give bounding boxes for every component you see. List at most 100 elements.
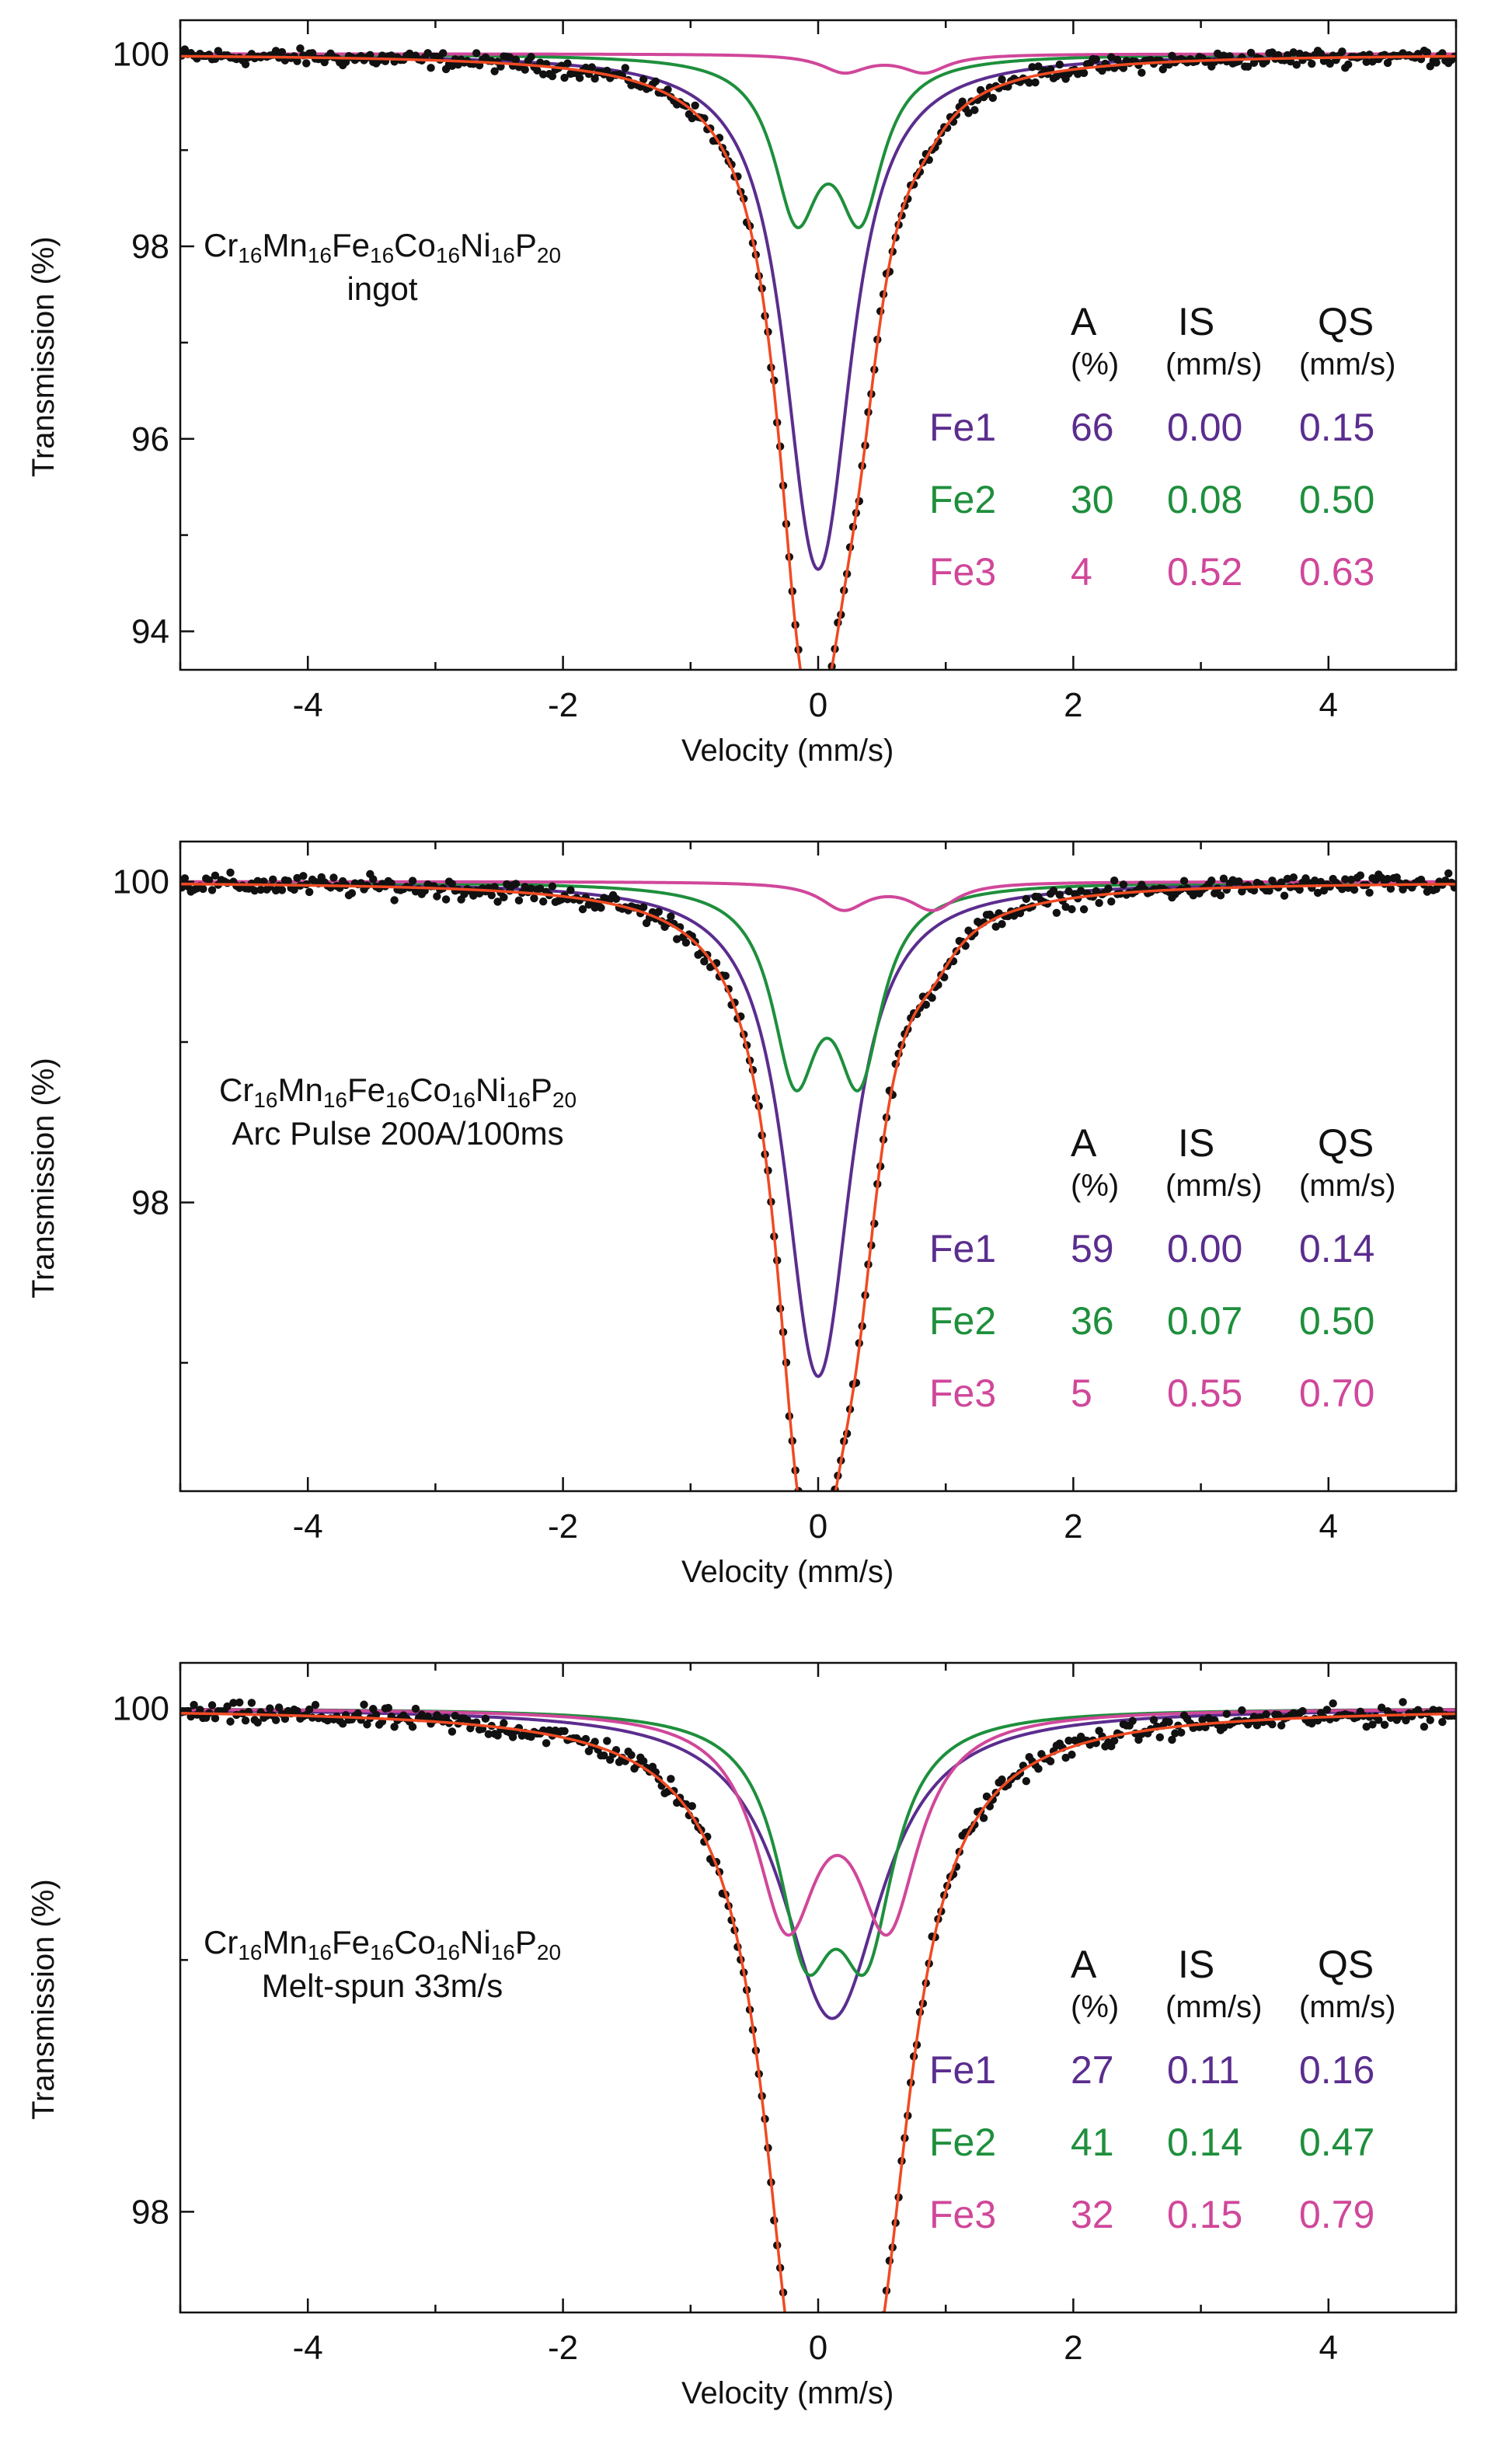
y-tick-label: 98 [131,2193,169,2231]
table-unit-cell: (%) [1071,347,1120,382]
data-point [1219,1723,1228,1732]
x-tick-label: 4 [1319,2329,1338,2367]
data-point [964,109,973,117]
data-point [600,1751,608,1760]
data-point [536,884,545,893]
data-point [277,47,287,57]
data-point [390,1723,399,1731]
data-point [1346,875,1356,884]
data-point [1399,1698,1407,1706]
spectrum-plot-2: -4 -2 0 2 4 98 100 [113,840,1458,1555]
data-point [451,1711,460,1720]
data-point [1168,51,1176,61]
data-point [438,49,448,58]
data-point [1216,891,1225,900]
y-tick-label: 96 [131,420,169,458]
data-point [274,1703,284,1712]
sample-label: Cr16Mn16Fe16Co16Ni16P20 Melt-spun 33m/s [204,1922,561,2007]
data-point [1435,1706,1444,1715]
isomer-shift-value: 0.11 [1167,2048,1240,2092]
data-point [472,49,481,58]
data-point [688,1802,696,1811]
area-value: 30 [1071,478,1114,521]
data-point [1068,1750,1076,1759]
data-point [1213,49,1222,58]
data-point [1383,58,1392,68]
data-point [204,876,214,884]
data-point [1329,1699,1337,1708]
x-tick-label: 0 [809,1507,827,1546]
quadrupole-splitting-value: 0.79 [1299,2193,1375,2236]
data-point [1295,885,1304,894]
table-header-cell: A [1071,1943,1097,1986]
data-point [988,93,998,103]
data-point [1289,873,1298,882]
data-point [514,896,524,905]
data-point [296,44,305,53]
data-point [822,2424,830,2431]
data-point [1171,1729,1179,1737]
data-point [928,994,936,1002]
data-point [387,51,395,60]
quadrupole-splitting-value: 0.50 [1299,1299,1375,1343]
data-point [363,1720,371,1729]
data-point [1179,877,1189,885]
component-name: Fe2 [929,478,997,521]
x-tick-label: 0 [809,2329,827,2367]
quadrupole-splitting-value: 0.15 [1299,406,1375,449]
data-point [691,101,699,110]
area-value: 36 [1071,1299,1114,1343]
data-point [1378,873,1386,882]
fit-curve [180,1712,1456,2312]
data-point [341,58,350,67]
data-point [1092,887,1100,896]
area-value: 59 [1071,1227,1114,1270]
data-point [1079,68,1089,78]
data-point [277,886,287,894]
data-point [1107,897,1116,906]
data-point [1049,886,1058,895]
data-point [305,887,314,897]
data-point [1095,898,1103,908]
data-point [269,875,277,884]
data-point [293,57,301,65]
data-point [548,882,557,890]
data-point [211,1714,220,1723]
table-header-cell: IS [1178,300,1215,343]
data-point [1386,884,1395,893]
sample-condition: Melt-spun 33m/s [261,1967,503,2004]
table-header-cell: IS [1178,1121,1215,1165]
data-point [293,1706,301,1716]
data-point [223,1702,232,1711]
data-point [500,893,508,902]
x-tick-label: -4 [293,2329,323,2367]
data-point [511,880,521,888]
data-point [548,71,557,81]
data-point [1198,1716,1207,1724]
data-point [1207,877,1216,885]
data-point [1034,62,1043,71]
x-tick-label: -4 [293,686,323,724]
table-header-cell: QS [1318,1943,1374,1986]
data-point [803,1547,811,1555]
data-point [354,1709,362,1718]
data-point [266,1704,274,1713]
data-point [827,1516,835,1524]
area-value: 27 [1071,2048,1114,2092]
x-tick-label: 4 [1319,1507,1338,1546]
data-point [290,885,298,894]
data-point [1380,1720,1389,1729]
data-point [293,873,301,883]
data-point [448,61,457,71]
data-point [1225,52,1234,61]
data-point [810,2433,817,2441]
component-curve-fe3 [180,1708,1456,1937]
y-tick-label: 98 [131,228,169,266]
x-tick-label: 2 [1064,1507,1082,1546]
component-name: Fe1 [929,406,997,449]
data-point [1313,888,1322,897]
data-point [1246,48,1256,58]
data-point [1420,1722,1429,1731]
data-point [1176,1728,1186,1737]
data-point [433,892,441,901]
